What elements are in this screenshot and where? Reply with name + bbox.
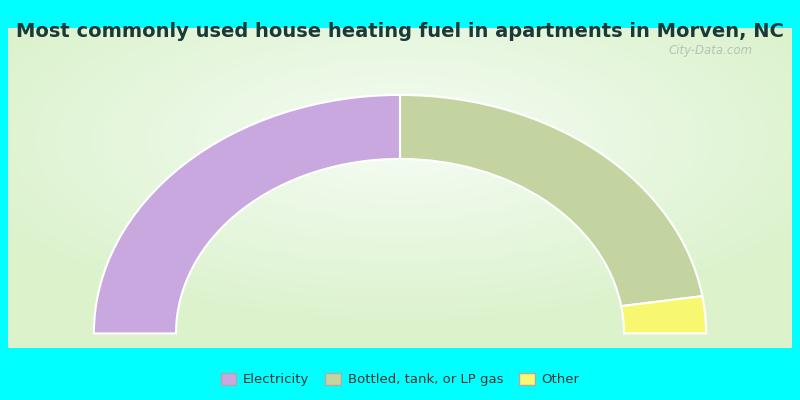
Wedge shape — [94, 95, 400, 334]
Text: City-Data.com: City-Data.com — [669, 44, 753, 57]
Wedge shape — [622, 296, 706, 334]
Text: Most commonly used house heating fuel in apartments in Morven, NC: Most commonly used house heating fuel in… — [16, 22, 784, 41]
Legend: Electricity, Bottled, tank, or LP gas, Other: Electricity, Bottled, tank, or LP gas, O… — [215, 368, 585, 392]
Wedge shape — [400, 95, 702, 306]
